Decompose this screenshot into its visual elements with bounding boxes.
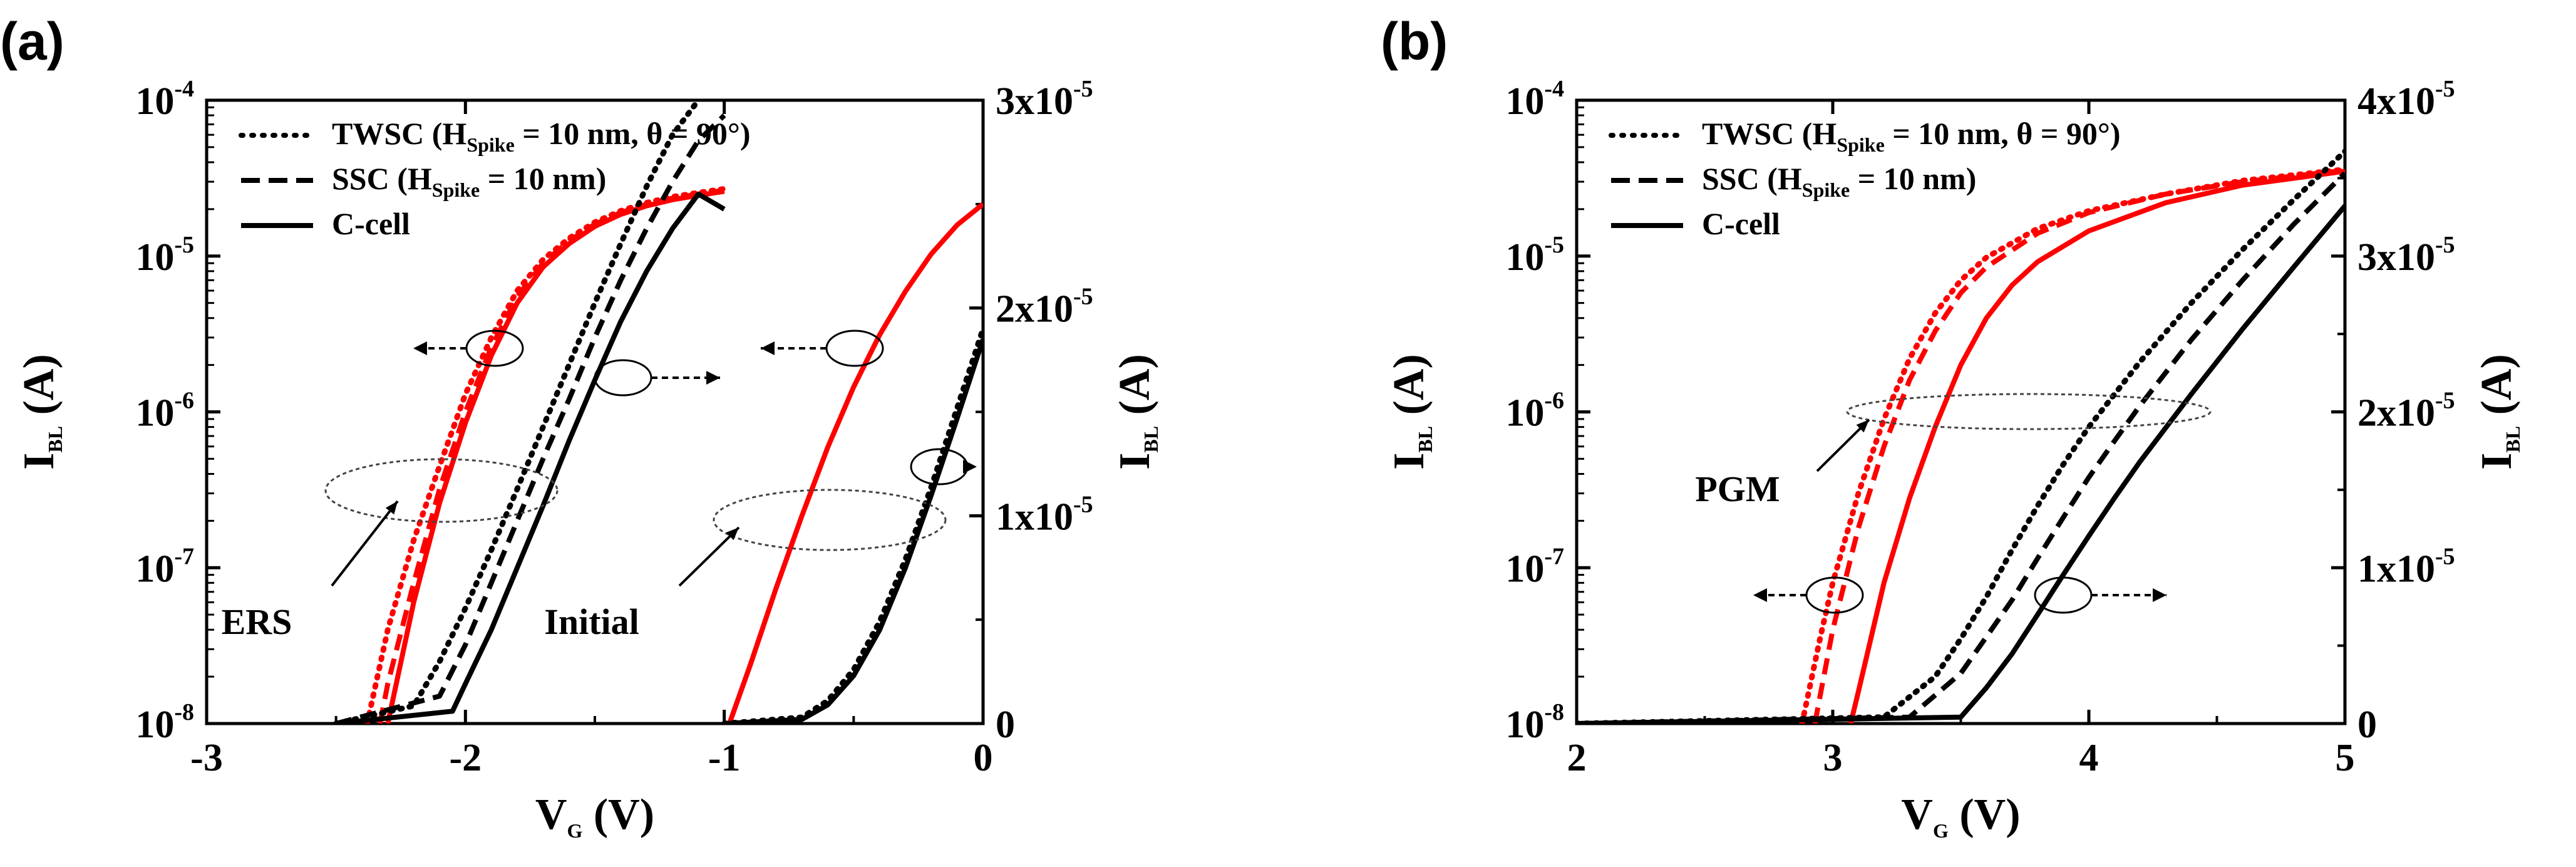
plot-area-a: -3 -2 -1 0 10-8 10-7 10-6 10-5 10-4 0 1x10-5 2x10-5… [15,76,1162,842]
y-tick-label: 10-7 [135,543,194,590]
axis-indicator-arrowhead [963,460,977,474]
axis-indicator-arrowhead [1753,588,1767,602]
annotation-label: PGM [1695,469,1780,509]
series-line-twsc-pgm [1577,148,2345,724]
x-axis-title: VG (V) [1901,791,2020,842]
y-tick-label: 10-8 [1505,699,1564,746]
legend-label: SSC (HSpike = 10 nm) [1702,161,1976,201]
legend-label: TWSC (HSpike = 10 nm, θ = 90°) [1702,116,2120,156]
legend-a: TWSC (HSpike = 10 nm, θ = 90°) SSC (HSpik… [239,116,750,241]
y2-tick-label: 1x10-5 [996,491,1093,538]
legend-label: TWSC (HSpike = 10 nm, θ = 90°) [332,116,750,156]
annotations-a: ERS Initial [222,330,977,642]
annotation-arrowhead [1856,420,1869,433]
y2-axis-title: IBL (A) [2473,354,2524,470]
x-tick-label: -1 [708,737,741,779]
y-tick-label: 10-4 [1505,76,1564,123]
axis-indicator-ellipse [594,359,652,397]
y2-tick-label: 4x10-5 [2357,76,2455,123]
x-axis-title: VG (V) [535,791,654,842]
y-tick-label: 10-5 [1505,232,1564,279]
y2-tick-label: 0 [996,703,1015,746]
axis-indicator-arrowhead [761,341,775,355]
annotation-arrow [331,500,399,587]
axis-indicator-ellipse [2034,576,2093,614]
axis-indicator-arrowhead [413,341,427,355]
axis-indicator-arrowhead [2153,588,2166,602]
panel-label-b: (b) [1381,12,1448,71]
x-tick-label: 0 [974,737,993,779]
annotation-ellipse [713,489,947,551]
x-tick-label: 5 [2336,737,2355,779]
y-tick-label: 10-7 [1505,543,1564,590]
axis-indicator-arrowhead [706,371,720,385]
series-group [1577,148,2345,724]
y-tick-label: 10-4 [135,76,194,123]
y-tick-label: 10-6 [135,388,194,435]
series-line-all-initial [727,202,983,724]
series-line-c-cell-ers [385,189,725,724]
x-tick-label: 3 [1823,737,1843,779]
annotation-ellipse [324,458,559,523]
series-line-c-cell-ers [336,191,726,724]
series-line-c-cell-pgm [1848,169,2345,724]
y2-axis-title: IBL (A) [1111,354,1162,470]
x-tick-label: 2 [1567,737,1587,779]
legend-label: C-cell [332,206,410,241]
annotation-arrowhead [726,527,739,541]
y-tick-label: 10-5 [135,232,194,279]
y-axis-title: IBL (A) [15,354,66,470]
y-tick-label: 10-6 [1505,388,1564,435]
y2-tick-label: 0 [2357,703,2377,746]
panel-label-a: (a) [0,12,64,71]
series-line-all-initial [721,326,983,724]
x-tick-label: -2 [450,737,482,779]
series-line-c-cell-pgm [1577,204,2345,724]
series-line-twsc-ers [364,185,728,724]
annotations-b: PGM [1695,393,2212,614]
y-axis-title: IBL (A) [1385,354,1436,470]
annotation-label: Initial [544,601,639,642]
annotation-arrowhead [385,501,398,515]
annotation-ellipse [1846,393,2212,430]
series-line-ssc-pgm [1812,167,2345,724]
x-tick-label: -3 [190,737,223,779]
plot-area-b: 2 3 4 5 10-8 10-7 10-6 10-5 10-4 0 1x10-5 2x10-5 3x1… [1385,76,2524,842]
annotation-label: ERS [222,601,292,642]
legend-b: TWSC (HSpike = 10 nm, θ = 90°) SSC (HSpik… [1609,116,2120,241]
annotation-arrow [678,526,740,587]
y2-tick-label: 2x10-5 [2357,388,2455,435]
series-line-twsc-ers [333,100,701,724]
y2-tick-label: 2x10-5 [996,284,1093,331]
legend-label: SSC (HSpike = 10 nm) [332,161,606,201]
y2-tick-label: 1x10-5 [2357,543,2455,590]
y2-tick-label: 3x10-5 [996,76,1093,123]
y-tick-label: 10-8 [135,699,194,746]
x-tick-label: 4 [2079,737,2099,779]
series-line-ssc-pgm [1577,171,2345,724]
legend-label: C-cell [1702,206,1780,241]
series-line-ssc-ers [335,113,726,724]
panel-b: (b) 2 3 4 5 10-8 10-7 10-6 10-5 10-4 0 1x10-5 2x10-… [1381,12,2524,842]
panel-a: (a) -3 -2 -1 0 10-8 10-7 10-6 10-5 10-4 0 1x10-5 2x… [0,12,1162,842]
series-line-ssc-ers [377,187,725,724]
series-group [333,100,983,724]
y2-tick-label: 3x10-5 [2357,232,2455,279]
